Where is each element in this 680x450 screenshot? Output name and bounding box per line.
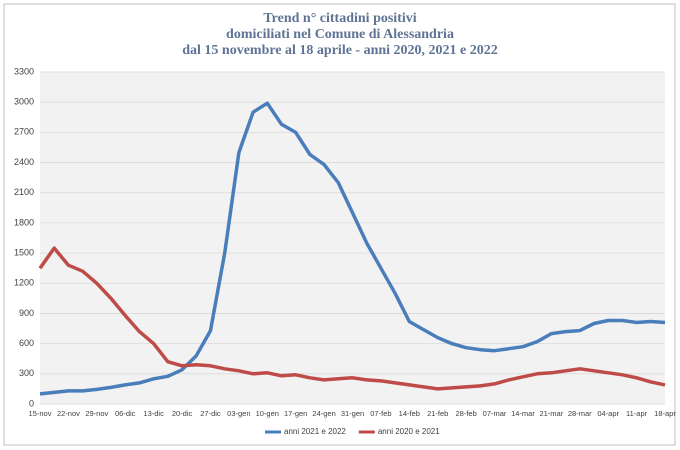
x-tick-label: 21-feb — [427, 409, 448, 418]
x-tick-label: 04-apr — [597, 409, 619, 418]
x-tick-label: 28-feb — [455, 409, 476, 418]
x-tick-label: 13-dic — [143, 409, 164, 418]
y-tick-label: 0 — [29, 398, 34, 408]
x-tick-label: 27-dic — [200, 409, 221, 418]
x-tick-label: 29-nov — [85, 409, 108, 418]
x-tick-label: 28-mar — [568, 409, 592, 418]
legend-label: anni 2020 e 2021 — [378, 427, 440, 436]
chart-title: dal 15 novembre al 18 aprile - anni 2020… — [182, 43, 498, 58]
y-tick-label: 3000 — [14, 97, 34, 107]
x-tick-label: 14-feb — [399, 409, 420, 418]
x-tick-label: 10-gen — [256, 409, 279, 418]
chart-title: Trend n° cittadini positivi — [263, 11, 416, 26]
x-tick-label: 31-gen — [341, 409, 364, 418]
series-line — [39, 101, 666, 396]
x-tick-label: 17-gen — [284, 409, 307, 418]
y-tick-label: 1800 — [14, 217, 34, 227]
series-line — [38, 246, 666, 391]
x-tick-label: 07-feb — [370, 409, 391, 418]
y-tick-label: 600 — [19, 338, 34, 348]
x-tick-label: 20-dic — [172, 409, 193, 418]
x-tick-label: 06-dic — [115, 409, 136, 418]
x-tick-label: 07-mar — [483, 409, 507, 418]
chart-title: domiciliati nel Comune di Alessandria — [226, 27, 454, 42]
y-tick-label: 900 — [19, 308, 34, 318]
x-tick-label: 14-mar — [511, 409, 535, 418]
x-tick-label: 24-gen — [312, 409, 335, 418]
y-tick-label: 300 — [19, 368, 34, 378]
x-tick-label: 03-gen — [227, 409, 250, 418]
plot-area — [40, 72, 665, 404]
y-tick-label: 1200 — [14, 278, 34, 288]
y-tick-label: 2100 — [14, 187, 34, 197]
x-tick-label: 15-nov — [29, 409, 52, 418]
y-tick-label: 3300 — [14, 66, 34, 76]
y-tick-label: 1500 — [14, 247, 34, 257]
x-tick-label: 18-apr — [654, 409, 676, 418]
x-tick-label: 21-mar — [539, 409, 563, 418]
x-tick-label: 22-nov — [57, 409, 80, 418]
legend-label: anni 2021 e 2022 — [284, 427, 346, 436]
y-tick-label: 2700 — [14, 127, 34, 137]
y-tick-label: 2400 — [14, 157, 34, 167]
x-tick-label: 11-apr — [626, 409, 648, 418]
